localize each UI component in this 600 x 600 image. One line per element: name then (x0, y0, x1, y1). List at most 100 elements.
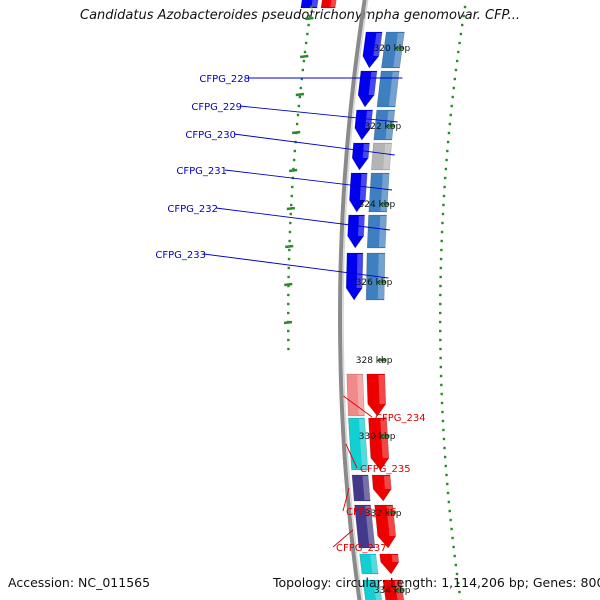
scale-dot-outer (290, 203, 293, 207)
scale-dot-inner (444, 464, 447, 468)
scale-dot-outer (288, 239, 291, 243)
forward-gene-arrow-1 (362, 31, 383, 69)
scale-dot-inner (445, 473, 448, 477)
cds-block-upper-5-shape (368, 172, 390, 213)
reverse-gene-arrow-2 (368, 417, 390, 471)
cds-block-upper-3-shape (373, 109, 396, 141)
scale-dot-inner (452, 86, 455, 90)
scale-dot-inner (453, 554, 456, 558)
scale-dot-inner (439, 275, 442, 279)
backbone-shadow-line (342, 0, 369, 600)
scale-dot-inner (457, 50, 460, 54)
scale-dot-inner (451, 95, 454, 99)
scale-dot-inner (442, 437, 446, 441)
scale-dot-outer (292, 167, 295, 171)
cds-block-upper-2-highlight (388, 72, 400, 106)
scale-dot-outer (307, 23, 310, 27)
gene-label-10: CFPG_237 (336, 543, 387, 554)
scale-dot-inner (441, 419, 445, 423)
cds-block-upper-6 (366, 214, 387, 249)
accession-text: Accession: NC_011565 (8, 575, 151, 590)
scale-dot-inner (439, 311, 442, 315)
gene-label-9: CFPG_236 (346, 507, 397, 518)
scale-dot-outer (287, 329, 290, 333)
cds-block-lower-3-shape (351, 474, 371, 502)
cds-block-lower-5 (359, 553, 379, 575)
scale-dot-inner (439, 338, 442, 342)
scale-dot-inner (439, 347, 442, 351)
scale-dot-inner (442, 194, 446, 198)
cds-block-lower-6 (362, 579, 382, 600)
reverse-gene-arrow-6-shape (382, 579, 405, 600)
scale-dot-inner (446, 491, 450, 495)
scale-dot-inner (458, 590, 461, 594)
scale-tick-label-5: 328 kbp (356, 356, 393, 366)
forward-gene-arrow-6 (347, 214, 365, 249)
scale-dot-inner (439, 374, 443, 378)
scale-dot-inner (463, 5, 467, 9)
gene-leader-line-9 (342, 487, 350, 512)
scale-dot-outer (300, 77, 303, 81)
cds-block-upper-1-highlight (393, 33, 405, 67)
scale-dot-outer (288, 230, 292, 234)
cds-block-upper-6-shape (366, 214, 387, 249)
forward-gene-arrow-3-shape (354, 109, 373, 141)
forward-gene-arrow-5-shape (349, 172, 368, 213)
gene-label-1: CFPG_228 (199, 74, 250, 85)
forward-gene-arrow-7 (345, 252, 364, 301)
scale-dot-inner (442, 203, 445, 207)
scale-dot-outer (297, 104, 301, 108)
gene-leader-line-2 (239, 105, 398, 123)
scale-dot-outer (301, 68, 305, 72)
gene-label-2: CFPG_229 (191, 102, 242, 113)
scale-dot-inner (440, 230, 444, 234)
gene-leader-line-10 (332, 529, 354, 548)
cds-block-lower-2-highlight (358, 419, 368, 469)
scale-dot-outer (308, 14, 312, 18)
scale-dot-inner (446, 140, 450, 144)
scale-dot-inner (444, 176, 447, 180)
scale-dot-inner (440, 392, 443, 396)
reverse-gene-arrow-1-shape (366, 373, 387, 417)
scale-tick-outer (285, 244, 294, 249)
reverse-gene-top (320, 0, 337, 9)
scale-dot-outer (310, 5, 313, 9)
forward-gene-arrow-2-shape (357, 70, 378, 108)
scale-dot-inner (447, 500, 451, 504)
scale-dot-inner (459, 32, 463, 36)
scale-dot-outer (287, 275, 290, 279)
scale-dot-inner (439, 356, 442, 360)
forward-gene-arrow-4 (351, 142, 370, 171)
gene-label-5: CFPG_232 (167, 204, 218, 215)
scale-dot-inner (449, 113, 452, 117)
reverse-gene-arrow-1-highlight (378, 375, 386, 404)
scale-dot-inner (441, 212, 445, 216)
scale-dot-inner (439, 329, 442, 333)
cds-block-lower-2-shape (348, 417, 369, 471)
scale-dot-inner (458, 41, 461, 45)
scale-dot-inner (442, 428, 445, 432)
scale-dot-outer (288, 248, 291, 252)
scale-dot-outer (287, 293, 290, 297)
scale-tick-label-7: 332 kbp (365, 509, 402, 519)
scale-dot-outer (293, 149, 297, 153)
scale-tick-outer (288, 168, 298, 173)
reverse-gene-arrow-5 (379, 553, 400, 575)
forward-gene-arrow-7-highlight (356, 254, 363, 288)
scale-dot-inner (461, 23, 464, 27)
scale-dot-inner (462, 14, 465, 18)
reverse-gene-arrow-5-highlight (391, 555, 399, 562)
scale-tick-label-6: 330 kbp (359, 432, 396, 442)
cds-block-lower-5-highlight (370, 555, 378, 573)
scale-dot-inner (447, 131, 451, 135)
backbone-line (337, 0, 367, 600)
scale-dot-inner (439, 293, 442, 297)
reverse-gene-arrow-3 (371, 474, 392, 502)
scale-dot-inner (450, 104, 453, 108)
reverse-gene-arrow-2-shape (368, 417, 390, 471)
cds-block-lower-6-shape (362, 579, 382, 600)
reverse-gene-arrow-3-shape (371, 474, 392, 502)
scale-tick-label-4: 326 kbp (356, 278, 393, 288)
cds-block-upper-4-shape (371, 142, 392, 171)
scale-dot-inner (443, 446, 446, 450)
